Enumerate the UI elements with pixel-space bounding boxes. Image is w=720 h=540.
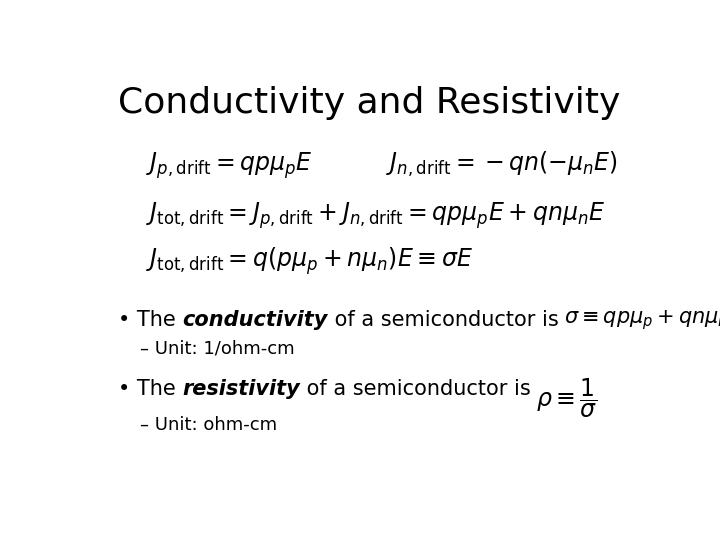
Text: conductivity: conductivity bbox=[182, 310, 328, 330]
Text: of a semiconductor is: of a semiconductor is bbox=[300, 379, 531, 399]
Text: $\rho \equiv \dfrac{1}{\sigma}$: $\rho \equiv \dfrac{1}{\sigma}$ bbox=[536, 377, 598, 420]
Text: $J_{\mathrm{tot,drift}} = J_{p,\mathrm{drift}} + J_{n,\mathrm{drift}} = qp\mu_p : $J_{\mathrm{tot,drift}} = J_{p,\mathrm{d… bbox=[145, 200, 605, 231]
Text: • The: • The bbox=[118, 310, 182, 330]
Text: $J_{n,\mathrm{drift}} = -qn(-\mu_n E)$: $J_{n,\mathrm{drift}} = -qn(-\mu_n E)$ bbox=[386, 150, 618, 179]
Text: $\sigma \equiv qp\mu_p + qn\mu_n$: $\sigma \equiv qp\mu_p + qn\mu_n$ bbox=[564, 308, 720, 332]
Text: $J_{p,\mathrm{drift}} = qp\mu_p E$: $J_{p,\mathrm{drift}} = qp\mu_p E$ bbox=[145, 150, 312, 181]
Text: – Unit: ohm-cm: – Unit: ohm-cm bbox=[140, 416, 277, 434]
Text: • The: • The bbox=[118, 379, 182, 399]
Text: resistivity: resistivity bbox=[182, 379, 300, 399]
Text: of a semiconductor is: of a semiconductor is bbox=[328, 310, 559, 330]
Text: $J_{\mathrm{tot,drift}} = q(p\mu_p + n\mu_n)E \equiv \sigma E$: $J_{\mathrm{tot,drift}} = q(p\mu_p + n\m… bbox=[145, 246, 473, 278]
Text: – Unit: 1/ohm-cm: – Unit: 1/ohm-cm bbox=[140, 339, 295, 357]
Text: Conductivity and Resistivity: Conductivity and Resistivity bbox=[118, 85, 620, 119]
